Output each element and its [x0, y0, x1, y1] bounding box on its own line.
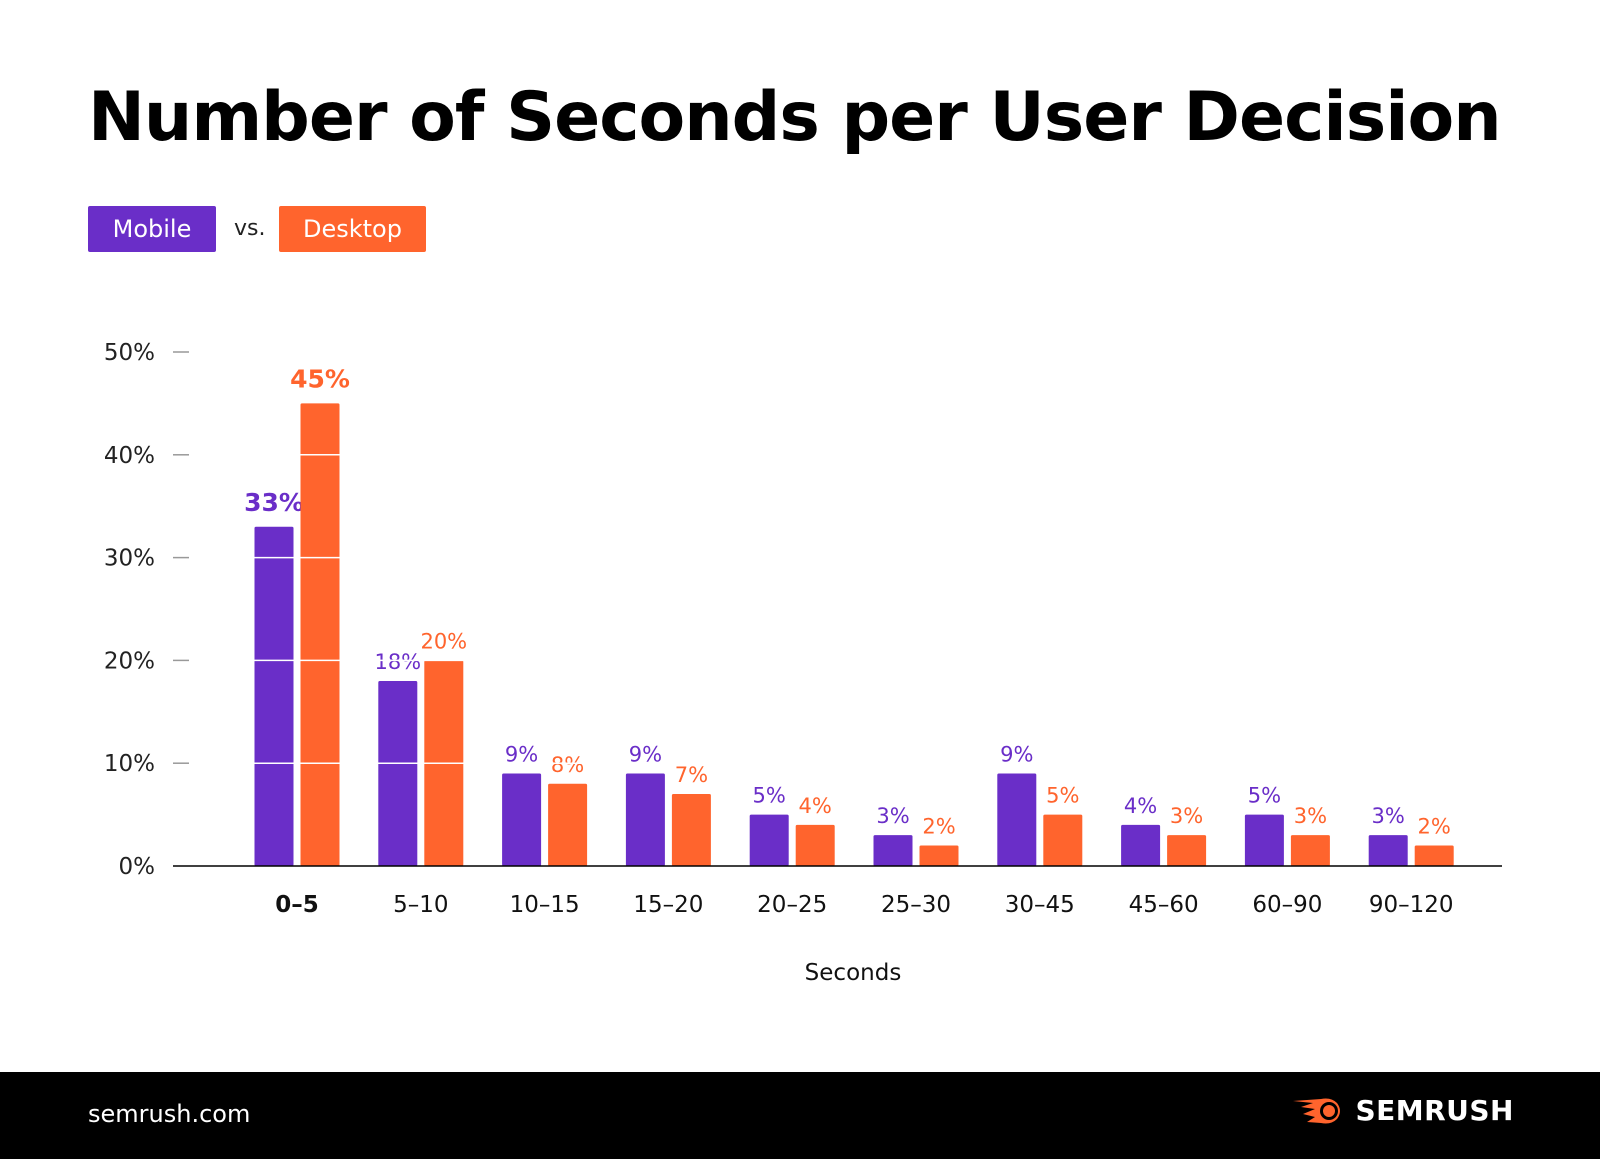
bar-desktop [1290, 835, 1330, 866]
data-label-desktop: 2% [1418, 814, 1451, 838]
data-label-mobile: 5% [753, 784, 786, 808]
data-label-desktop: 2% [922, 814, 955, 838]
bar-mobile [254, 526, 294, 866]
bar-desktop [548, 783, 588, 866]
chart-title: Number of Seconds per User Decision [88, 78, 1502, 157]
data-label-mobile: 5% [1248, 784, 1281, 808]
semrush-flame-icon [1293, 1098, 1341, 1123]
bar-mobile [1244, 814, 1284, 866]
data-label-desktop: 3% [1170, 804, 1203, 828]
bar-desktop [919, 845, 959, 866]
bar-desktop [671, 794, 711, 866]
bar-desktop [1043, 814, 1083, 866]
legend-mobile: Mobile [88, 206, 216, 252]
data-label-mobile: 18% [374, 650, 421, 674]
x-tick-label: 10–15 [510, 892, 580, 918]
y-tick-label: 20% [104, 648, 155, 674]
x-tick-label: 25–30 [881, 892, 951, 918]
data-label-mobile: 4% [1124, 794, 1157, 818]
x-tick-label: 15–20 [633, 892, 703, 918]
x-tick-label: 20–25 [757, 892, 827, 918]
data-label-desktop: 5% [1046, 784, 1079, 808]
data-label-mobile: 3% [876, 804, 909, 828]
bar-mobile [625, 773, 665, 866]
data-label-desktop: 4% [799, 794, 832, 818]
y-tick-label: 0% [119, 854, 156, 880]
bar-mobile [502, 773, 542, 866]
y-tick-label: 10% [104, 751, 155, 777]
bar-desktop [1414, 845, 1454, 866]
legend-vs: vs. [234, 216, 266, 241]
x-tick-label: 5–10 [393, 892, 448, 918]
bar-mobile [997, 773, 1037, 866]
x-axis-title: Seconds [805, 960, 902, 986]
bar-desktop [795, 824, 835, 866]
data-label-desktop: 3% [1294, 804, 1327, 828]
y-tick-label: 40% [104, 443, 155, 469]
footer-site: semrush.com [88, 1100, 251, 1128]
legend-desktop: Desktop [279, 206, 426, 252]
semrush-logo: SEMRUSH [1291, 1094, 1514, 1127]
y-tick-label: 50% [104, 340, 155, 366]
footer: semrush.com SEMRUSH [0, 1072, 1600, 1159]
data-label-desktop: 45% [290, 364, 350, 393]
logo-text: SEMRUSH [1355, 1094, 1514, 1127]
bar-mobile [749, 814, 789, 866]
x-tick-label: 60–90 [1252, 892, 1322, 918]
bar-desktop [300, 403, 340, 866]
data-label-desktop: 7% [675, 763, 708, 787]
x-tick-label: 0–5 [275, 892, 319, 918]
x-tick-label: 45–60 [1129, 892, 1199, 918]
y-tick-label: 30% [104, 546, 155, 572]
bar-desktop [1167, 835, 1207, 866]
bar-chart: 0%10%20%30%40%50%33%45%0–518%20%5–109% 8%… [104, 340, 1502, 986]
data-label-desktop: 20% [420, 629, 467, 653]
data-label-mobile: 33% [244, 488, 304, 517]
bar-mobile [1368, 835, 1408, 866]
bar-mobile [873, 835, 913, 866]
data-label-desktop: 8% [551, 753, 584, 777]
data-label-mobile: 3% [1372, 804, 1405, 828]
bar-mobile [378, 680, 418, 866]
x-tick-label: 30–45 [1005, 892, 1075, 918]
x-tick-label: 90–120 [1369, 892, 1454, 918]
bar-mobile [1121, 824, 1161, 866]
